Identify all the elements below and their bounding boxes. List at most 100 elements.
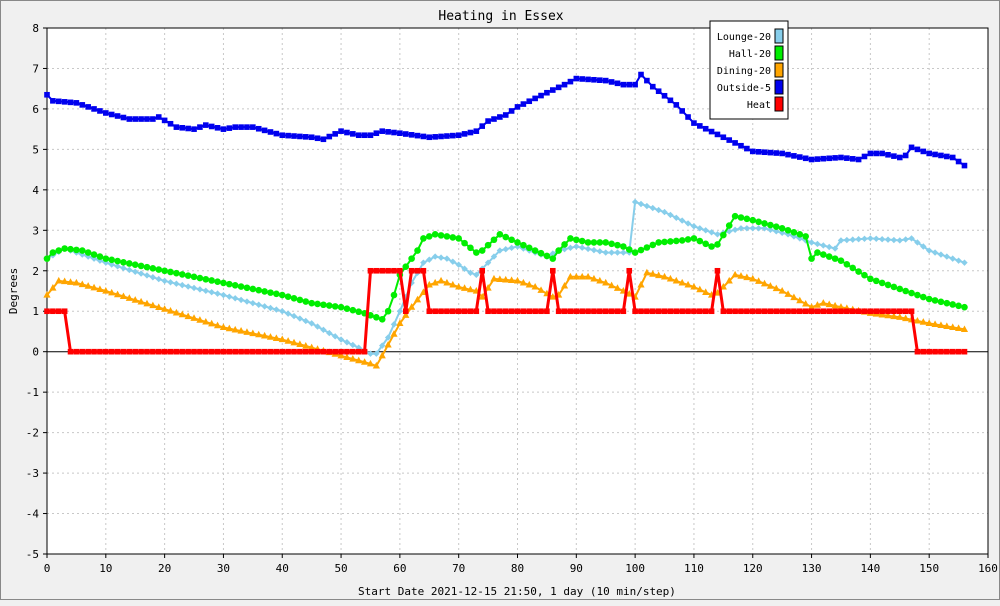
series-lounge-20-point (790, 233, 798, 240)
series-heat-point (420, 267, 427, 274)
series-dining-20-point (537, 286, 545, 293)
series-lounge-20-point (873, 235, 880, 243)
series-lounge-20-point (843, 236, 851, 244)
series-dining-20-point (513, 276, 522, 284)
series-hall-20-point (637, 246, 645, 254)
series-dining-20-point (137, 297, 145, 305)
series-dining-20-point (478, 293, 486, 300)
series-hall-20-point (196, 274, 204, 282)
series-heat-point (844, 308, 850, 315)
series-lounge-20-point (573, 243, 580, 250)
series-outside-5-point (232, 124, 238, 130)
x-tick-label: 90 (570, 562, 583, 575)
series-lounge-20-point (296, 315, 304, 322)
series-heat-point (814, 308, 821, 315)
series-dining-20-point (119, 292, 128, 300)
series-hall-20-point (502, 233, 510, 241)
series-lounge-20-point (473, 271, 480, 279)
series-lounge-20-point (761, 225, 768, 232)
series-heat-point (649, 308, 656, 315)
series-heat-point (791, 308, 797, 315)
series-outside-5-point (602, 77, 609, 84)
series-lounge-20-point (667, 211, 674, 219)
series-heat-point (191, 348, 197, 355)
series-dining-20-point (649, 270, 657, 277)
series-lounge-20-point (931, 249, 939, 256)
series-outside-5-point (749, 148, 756, 155)
series-lounge-20-point (161, 277, 168, 285)
x-tick-label: 30 (217, 562, 230, 575)
series-outside-5-point (638, 71, 644, 78)
series-hall-20-point (220, 279, 227, 287)
series-outside-5-point (326, 133, 333, 140)
series-dining-20-point (466, 285, 475, 293)
series-hall-20-point (837, 257, 845, 264)
series-hall-20-point (925, 295, 933, 303)
series-heat-point (167, 348, 174, 355)
series-lounge-20-point (349, 341, 357, 349)
series-outside-5-point (620, 81, 627, 88)
series-dining-20-point (796, 296, 804, 304)
series-dining-20-point (696, 285, 704, 293)
series-heat-point (891, 308, 897, 315)
series-dining-20-point (390, 330, 398, 337)
series-outside-5-point (402, 131, 409, 137)
series-outside-5-point (55, 98, 62, 105)
series-hall-20-point (167, 268, 174, 276)
series-outside-5-point (844, 155, 850, 161)
series-dining-20-point (396, 319, 404, 326)
series-outside-5-point (679, 108, 685, 114)
series-dining-20-point (790, 293, 798, 301)
series-dining-20-point (884, 311, 892, 319)
series-dining-20-point (402, 311, 410, 318)
series-outside-5-point (267, 129, 274, 135)
series-outside-5-point (867, 150, 874, 157)
series-lounge-20-point (878, 236, 886, 243)
series-outside-5-point (161, 117, 168, 124)
series-lounge-20-point (379, 342, 386, 349)
series-outside-5-point (120, 114, 127, 121)
series-hall-20-point (337, 303, 345, 311)
series-hall-20-point (549, 255, 557, 262)
series-outside-5-point (285, 132, 291, 139)
series-heat-point (97, 348, 103, 355)
series-dining-20-point (919, 318, 927, 325)
series-outside-5-point (167, 120, 174, 127)
series-dining-20-point (184, 312, 192, 320)
series-hall-20 (43, 212, 968, 323)
series-lounge-20-point (731, 226, 739, 234)
series-outside-5-point (244, 124, 250, 130)
series-dining-20-point (496, 275, 504, 282)
series-lounge-20-point (914, 239, 921, 246)
series-outside-5-point (414, 132, 421, 139)
series-hall-20-point (531, 247, 539, 254)
series-dining-20-point (196, 316, 204, 323)
series-dining-20-point (166, 307, 175, 314)
series-dining-20-point (772, 284, 780, 292)
series-dining-20-point (308, 343, 316, 351)
series-hall-20-point (567, 235, 574, 242)
series-outside-5-point (50, 98, 56, 104)
series-outside-5-point (197, 124, 203, 130)
series-hall-20-point (820, 251, 827, 258)
series-heat-point (808, 308, 815, 315)
series-dining-20-point (766, 282, 774, 289)
series-hall-20-point (867, 275, 874, 283)
series-heat-point (244, 348, 250, 355)
series-heat-point (261, 348, 268, 355)
series-outside-5-point (514, 104, 521, 110)
series-lounge-20-point (420, 259, 427, 266)
series-hall-20-point (931, 297, 939, 304)
series-heat-point (91, 348, 97, 355)
series-outside-5-point (579, 76, 585, 82)
series-heat-point (926, 348, 932, 355)
x-axis-label: Start Date 2021-12-15 21:50, 1 day (10 m… (358, 585, 676, 598)
series-dining-20-point (178, 310, 186, 318)
series-heat-point (767, 308, 774, 315)
series-heat-point (350, 348, 356, 355)
series-heat-point (238, 348, 244, 355)
legend-swatch (774, 96, 784, 112)
series-heat-point (614, 308, 621, 315)
series-hall-20-point (461, 239, 468, 247)
series-lounge-20-point (108, 261, 115, 268)
